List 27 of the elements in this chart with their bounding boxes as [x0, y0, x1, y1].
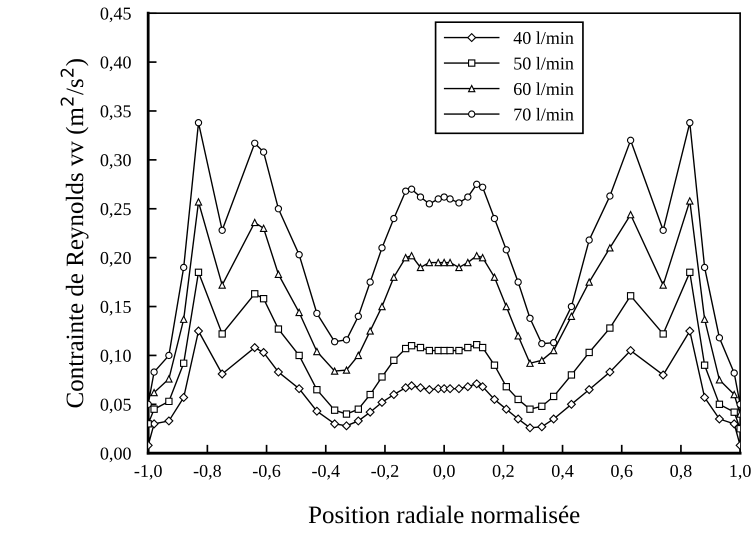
x-tick-label: 0,8 [670, 464, 692, 480]
x-tick-label: 0,4 [552, 464, 574, 480]
y-tick-label: 0,10 [100, 350, 131, 364]
y-tick-label: 0,40 [100, 56, 131, 72]
x-tick-label: 1,0 [730, 464, 751, 480]
x-tick-label: 0,2 [492, 464, 514, 480]
y-tick-label: 0,00 [100, 447, 131, 462]
y-tick-label: 0,35 [100, 105, 131, 120]
legend-label: 50 l/min [514, 56, 574, 70]
x-tick-label: -1,0 [134, 464, 162, 480]
y-axis-title: Contrainte de Reynolds vv (m$^{2}$/s$^{2}$) [60, 59, 89, 408]
x-tick-label: -0,8 [194, 464, 221, 480]
y-tick-label: 0,45 [100, 7, 131, 22]
legend-label: 40 l/min [514, 31, 574, 44]
x-tick-label: -0,4 [312, 464, 340, 480]
y-tick-label: 0,25 [100, 203, 131, 218]
y-tick-label: 0,30 [100, 154, 131, 169]
y-tick-label: 0,20 [100, 252, 131, 267]
x-tick-label: 0,0 [434, 464, 455, 480]
x-tick-label: -0,2 [371, 464, 398, 480]
x-tick-label: 0,6 [611, 464, 632, 480]
x-axis-title: Position radiale normalisée [308, 506, 580, 524]
y-tick-label: 0,15 [100, 300, 131, 316]
y-tick-label: 0,05 [100, 398, 131, 414]
legend-label: 60 l/min [514, 82, 574, 96]
legend-label: 70 l/min [514, 108, 574, 121]
x-tick-label: -0,6 [252, 464, 280, 480]
